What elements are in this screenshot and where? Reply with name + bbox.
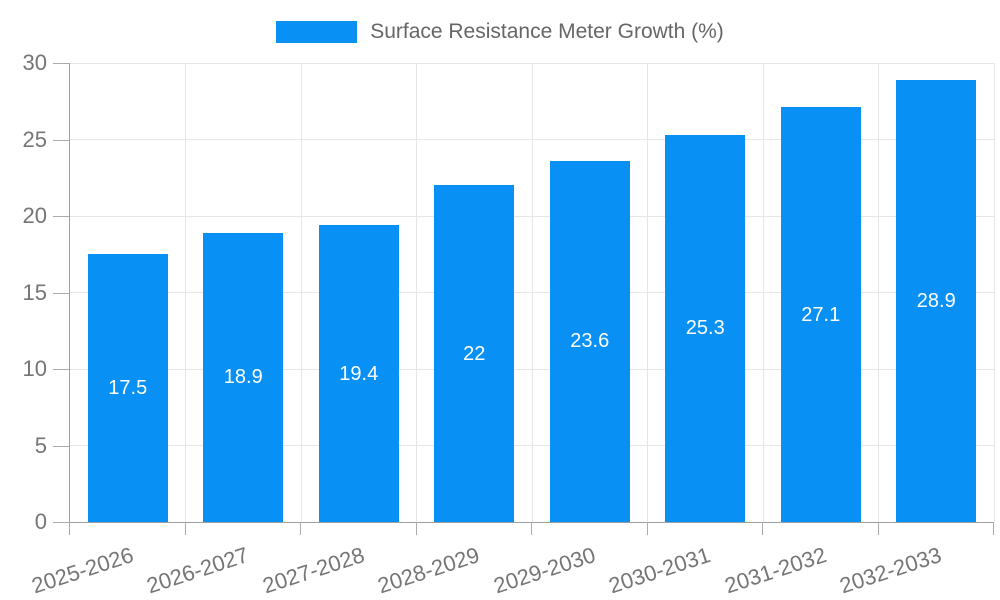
x-tick-label: 2030-2031: [605, 542, 714, 599]
x-tick-mark: [531, 522, 532, 535]
bar-value-label: 23.6: [570, 330, 610, 353]
bar: [780, 107, 861, 522]
y-tick-label: 5: [34, 432, 47, 458]
x-tick-label: 2032-2033: [836, 542, 945, 599]
x-tick-label: 2028-2029: [374, 542, 483, 599]
y-tick-label: 0: [34, 509, 47, 534]
y-tick-mark: [53, 63, 69, 64]
x-tick-mark: [300, 522, 301, 535]
legend: Surface Resistance Meter Growth (%): [0, 20, 1000, 44]
y-tick-mark: [53, 216, 69, 217]
bar: [318, 225, 399, 522]
x-tick-label: 2031-2032: [721, 542, 830, 599]
x-tick-mark: [69, 522, 70, 535]
x-tick-label: 2025-2026: [28, 542, 137, 599]
bar: [896, 79, 977, 522]
gridline-x: [416, 63, 417, 522]
bar-value-label: 19.4: [339, 362, 379, 385]
x-tick-mark: [646, 522, 648, 535]
bar: [665, 134, 746, 522]
bar-value-label: 25.3: [685, 317, 725, 340]
gridline-x: [762, 63, 764, 522]
gridline-x: [647, 63, 648, 522]
bar-value-label: 22: [463, 342, 486, 365]
y-tick-mark: [53, 522, 69, 523]
x-tick-mark: [993, 522, 994, 535]
legend-swatch: [276, 21, 358, 43]
x-tick-label: 2026-2027: [143, 542, 252, 599]
legend-label: Surface Resistance Meter Growth (%): [370, 20, 724, 43]
y-tick-label: 10: [22, 356, 47, 381]
bar-value-label: 28.9: [916, 289, 956, 312]
bar-value-label: 17.5: [108, 377, 148, 400]
bar: [87, 254, 168, 522]
gridline-x: [878, 63, 879, 522]
bar: [549, 160, 630, 522]
x-tick-mark: [184, 522, 186, 535]
gridline-x: [531, 63, 533, 522]
bar-value-label: 18.9: [223, 366, 263, 389]
y-tick-mark: [53, 139, 69, 141]
y-tick-label: 25: [22, 126, 47, 152]
bar-value-label: 27.1: [801, 303, 841, 326]
y-tick-label: 20: [22, 203, 47, 228]
y-tick-label: 15: [22, 279, 47, 305]
x-tick-mark: [762, 522, 763, 535]
bar: [203, 232, 284, 522]
y-tick-mark: [53, 369, 69, 370]
x-tick-label: 2029-2030: [490, 542, 599, 599]
x-tick-label: 2027-2028: [259, 542, 368, 599]
gridline-x: [185, 63, 186, 522]
gridline-x: [993, 63, 995, 522]
x-tick-mark: [877, 522, 879, 535]
x-tick-mark: [415, 522, 417, 535]
y-tick-mark: [53, 292, 69, 294]
bar: [434, 185, 515, 522]
plot-area: 17.5 18.9 19.4 22 23.6 25.3 27.1 28.9: [69, 62, 995, 523]
y-tick-label: 30: [22, 50, 47, 75]
y-tick-mark: [53, 445, 69, 447]
gridline-x: [300, 63, 302, 522]
